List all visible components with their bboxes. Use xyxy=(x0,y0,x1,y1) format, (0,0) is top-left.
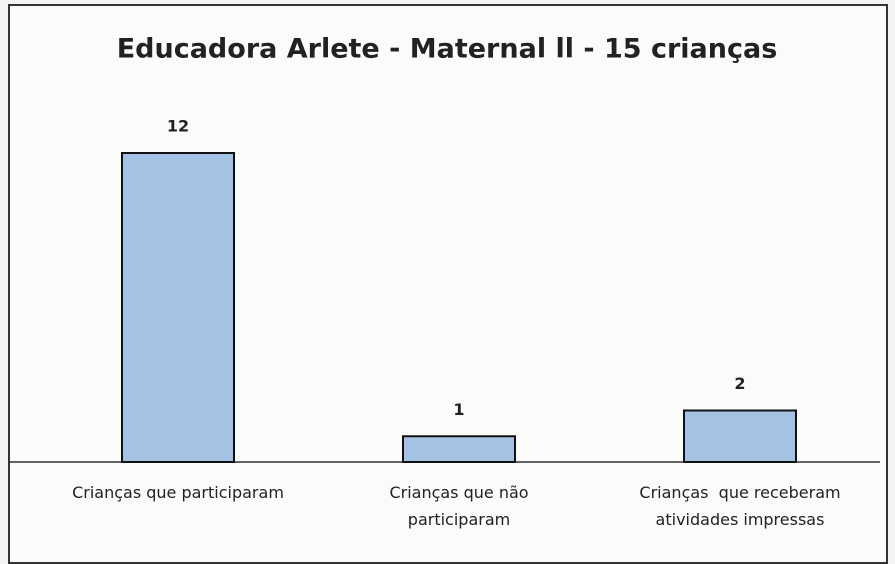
x-tick-label: Crianças que não participaram xyxy=(389,483,534,529)
value-label: 12 xyxy=(167,117,189,136)
x-tick-label: Crianças que receberam atividades impres… xyxy=(639,483,846,529)
x-tick-label: Crianças que participaram xyxy=(72,483,284,502)
chart-title: Educadora Arlete - Maternal ll - 15 cria… xyxy=(117,34,778,65)
value-label: 1 xyxy=(453,400,464,419)
value-label: 2 xyxy=(734,374,745,393)
page: Educadora Arlete - Maternal ll - 15 cria… xyxy=(8,4,888,564)
bar xyxy=(121,152,235,463)
bar xyxy=(402,435,516,463)
chart: Educadora Arlete - Maternal ll - 15 cria… xyxy=(10,34,880,463)
bar xyxy=(683,409,797,463)
